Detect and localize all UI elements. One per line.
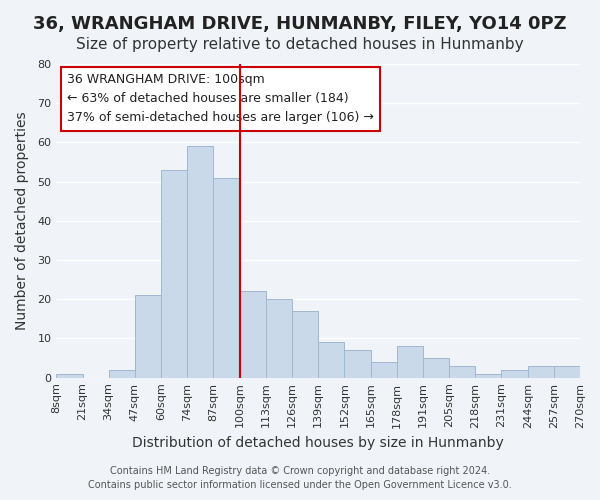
Bar [135, 296, 161, 378]
Bar [239, 292, 266, 378]
Text: Contains HM Land Registry data © Crown copyright and database right 2024.
Contai: Contains HM Land Registry data © Crown c… [88, 466, 512, 490]
Bar [371, 362, 397, 378]
Bar [109, 370, 135, 378]
Bar [423, 358, 449, 378]
Bar [344, 350, 371, 378]
Bar [449, 366, 475, 378]
Bar [187, 146, 214, 378]
Bar [397, 346, 423, 378]
Bar [214, 178, 239, 378]
Bar [554, 366, 580, 378]
Text: Size of property relative to detached houses in Hunmanby: Size of property relative to detached ho… [76, 38, 524, 52]
Bar [502, 370, 527, 378]
Y-axis label: Number of detached properties: Number of detached properties [15, 112, 29, 330]
Bar [266, 300, 292, 378]
X-axis label: Distribution of detached houses by size in Hunmanby: Distribution of detached houses by size … [132, 436, 504, 450]
Bar [292, 311, 318, 378]
Text: 36 WRANGHAM DRIVE: 100sqm
← 63% of detached houses are smaller (184)
37% of semi: 36 WRANGHAM DRIVE: 100sqm ← 63% of detac… [67, 74, 374, 124]
Bar [527, 366, 554, 378]
Bar [475, 374, 502, 378]
Bar [56, 374, 83, 378]
Text: 36, WRANGHAM DRIVE, HUNMANBY, FILEY, YO14 0PZ: 36, WRANGHAM DRIVE, HUNMANBY, FILEY, YO1… [33, 15, 567, 33]
Bar [318, 342, 344, 378]
Bar [161, 170, 187, 378]
